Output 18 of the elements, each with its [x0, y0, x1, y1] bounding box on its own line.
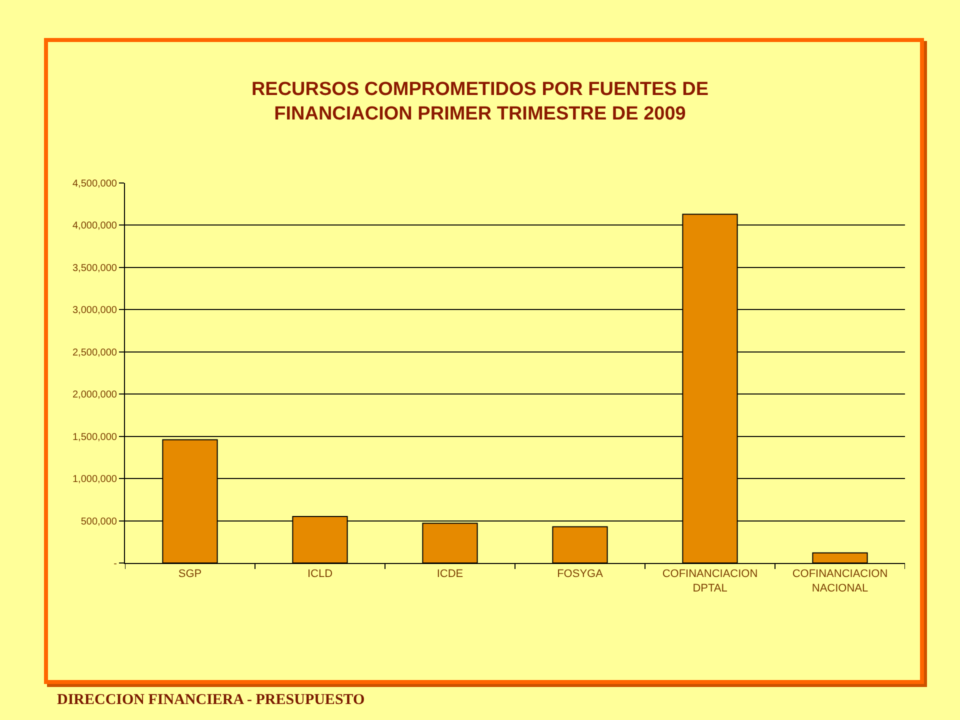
y-tick-label: 2,500,000 — [72, 347, 118, 358]
y-tick-label: 1,500,000 — [72, 432, 118, 443]
x-tick-label: ICLD — [307, 568, 333, 580]
text: DIRECCION FINANCIERA - PRESUPUESTO — [57, 692, 365, 708]
x-tick-label: ICDE — [436, 568, 464, 580]
chart-title: RECURSOS COMPROMETIDOS POR FUENTES DE FINANCIACION PRIMER TRIMESTRE DE 2009 — [251, 79, 709, 125]
x-tick-label: COFINANCIACION DPTAL — [662, 568, 758, 594]
y-tick-label: 500,000 — [80, 516, 118, 528]
y-tick-label: 3,500,000 — [72, 262, 118, 274]
y-tick-label: 3,000,000 — [72, 305, 118, 316]
y-tick-label: 1,000,000 — [72, 474, 118, 486]
y-tick-label: 4,000,000 — [72, 220, 118, 232]
x-tick-label: SGP — [178, 568, 202, 580]
x-tick-label: COFINANCIACION NACIONAL — [792, 568, 888, 594]
y-tick-label: 4,500,000 — [72, 178, 118, 190]
y-tick-label: 2,000,000 — [72, 390, 118, 401]
x-tick-label: FOSYGA — [557, 568, 604, 580]
y-tick-label: - — [114, 558, 117, 570]
